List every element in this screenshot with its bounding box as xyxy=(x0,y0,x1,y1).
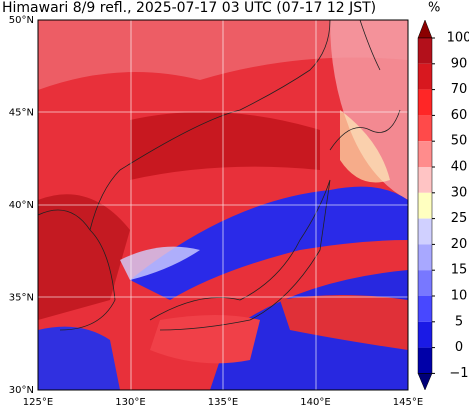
colorbar-label: 40 xyxy=(451,160,468,175)
colorbar-label: 25 xyxy=(451,211,468,226)
colorbar-segment xyxy=(418,218,432,245)
lat-label: 45°N xyxy=(9,108,34,119)
colorbar-label: 15 xyxy=(451,263,468,278)
lat-label: 50°N xyxy=(9,15,34,26)
colorbar-unit: % xyxy=(428,1,440,16)
colorbar-segment xyxy=(418,296,432,322)
colorbar-segment xyxy=(418,167,432,193)
colorbar-frame xyxy=(417,37,433,374)
graticule xyxy=(38,20,408,390)
colorbar-segment xyxy=(418,347,432,374)
colorbar-segment xyxy=(418,321,432,348)
colorbar-segment xyxy=(418,63,432,90)
colorbar-label: 100 xyxy=(447,31,469,46)
lat-label: 30°N xyxy=(9,385,34,396)
colorbar-label: 60 xyxy=(451,108,468,123)
colorbar-segment xyxy=(418,270,432,296)
colorbar-label: −1 xyxy=(449,366,468,381)
lat-label: 40°N xyxy=(9,200,34,211)
lon-label: 130°E xyxy=(115,397,145,408)
map-frame xyxy=(37,19,409,391)
colorbar-top xyxy=(417,19,433,39)
lon-label: 135°E xyxy=(208,397,238,408)
lat-label: 35°N xyxy=(9,293,34,304)
colorbar-label: 5 xyxy=(455,314,463,329)
lon-label: 125°E xyxy=(23,397,53,408)
colorbar-bottom xyxy=(417,373,433,391)
colorbar-segment xyxy=(418,141,432,167)
satellite-image xyxy=(38,20,408,390)
colorbar-label: 20 xyxy=(451,237,468,252)
colorbar-segment xyxy=(418,38,432,64)
lon-label: 140°E xyxy=(300,397,330,408)
colorbar-label: 10 xyxy=(451,289,468,304)
colorbar-label: 50 xyxy=(451,134,468,149)
title: Himawari 8/9 refl., 2025-07-17 03 UTC (0… xyxy=(2,0,376,16)
colorbar-segment xyxy=(418,89,432,116)
colorbar-segment xyxy=(418,115,432,142)
colorbar-label: 0 xyxy=(455,340,463,355)
colorbar-label: 90 xyxy=(451,56,468,71)
colorbar-label: 30 xyxy=(451,185,468,200)
colorbar-segment xyxy=(418,192,432,219)
colorbar-label: 70 xyxy=(451,82,468,97)
colorbar-segment xyxy=(418,244,432,271)
lon-label: 145°E xyxy=(393,397,423,408)
